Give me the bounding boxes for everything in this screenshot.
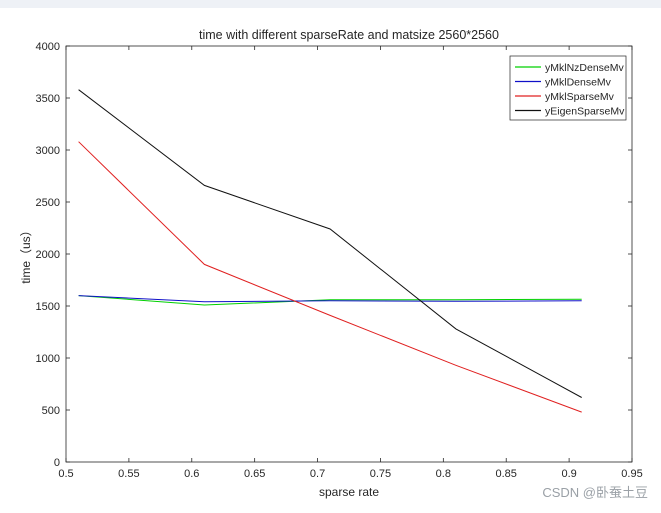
y-tick-label: 1000 xyxy=(36,353,60,365)
y-tick-label: 3000 xyxy=(36,145,60,157)
x-tick-label: 0.95 xyxy=(621,468,642,480)
series-line-yMklNzDenseMv xyxy=(78,295,582,306)
x-axis-label: sparse rate xyxy=(319,485,379,499)
watermark-text: CSDN @卧蚕土豆 xyxy=(542,485,648,500)
legend-label-yEigenSparseMv: yEigenSparseMv xyxy=(545,106,625,118)
lines-layer xyxy=(78,89,582,413)
series-line-yMklSparseMv xyxy=(78,141,582,413)
chart-title: time with different sparseRate and matsi… xyxy=(199,28,499,42)
series-line-yMklDenseMv xyxy=(78,295,582,303)
x-tick-label: 0.75 xyxy=(370,468,391,480)
legend: yMklNzDenseMv yMklDenseMv yMklSparseMv yEig… xyxy=(509,55,627,121)
y-tick-label: 500 xyxy=(42,405,60,417)
y-tick-label: 0 xyxy=(54,457,60,469)
y-tick-label: 4000 xyxy=(36,41,60,53)
y-tick-label: 1500 xyxy=(36,301,60,313)
x-tick-label: 0.7 xyxy=(310,468,325,480)
y-axis-label: time（us） xyxy=(19,224,33,283)
x-tick-label: 0.8 xyxy=(436,468,451,480)
top-band xyxy=(0,0,661,8)
x-tick-label: 0.6 xyxy=(184,468,199,480)
x-tick-label: 0.65 xyxy=(244,468,265,480)
legend-label-yMklDenseMv: yMklDenseMv xyxy=(545,77,612,89)
y-tick-label: 2000 xyxy=(36,249,60,261)
series-line-yEigenSparseMv xyxy=(78,89,582,398)
x-tick-label: 0.85 xyxy=(496,468,517,480)
x-tick-label: 0.5 xyxy=(58,468,73,480)
x-tick-label: 0.9 xyxy=(561,468,576,480)
x-tick-label: 0.55 xyxy=(118,468,139,480)
y-tick-label: 2500 xyxy=(36,197,60,209)
y-tick-label: 3500 xyxy=(36,93,60,105)
legend-label-yMklNzDenseMv: yMklNzDenseMv xyxy=(545,62,625,74)
legend-label-yMklSparseMv: yMklSparseMv xyxy=(545,91,615,103)
ticks-layer: 0.5 0.55 0.6 0.65 0.7 0.75 0.8 0.85 0.9 0.95 0 500 1… xyxy=(36,41,643,480)
